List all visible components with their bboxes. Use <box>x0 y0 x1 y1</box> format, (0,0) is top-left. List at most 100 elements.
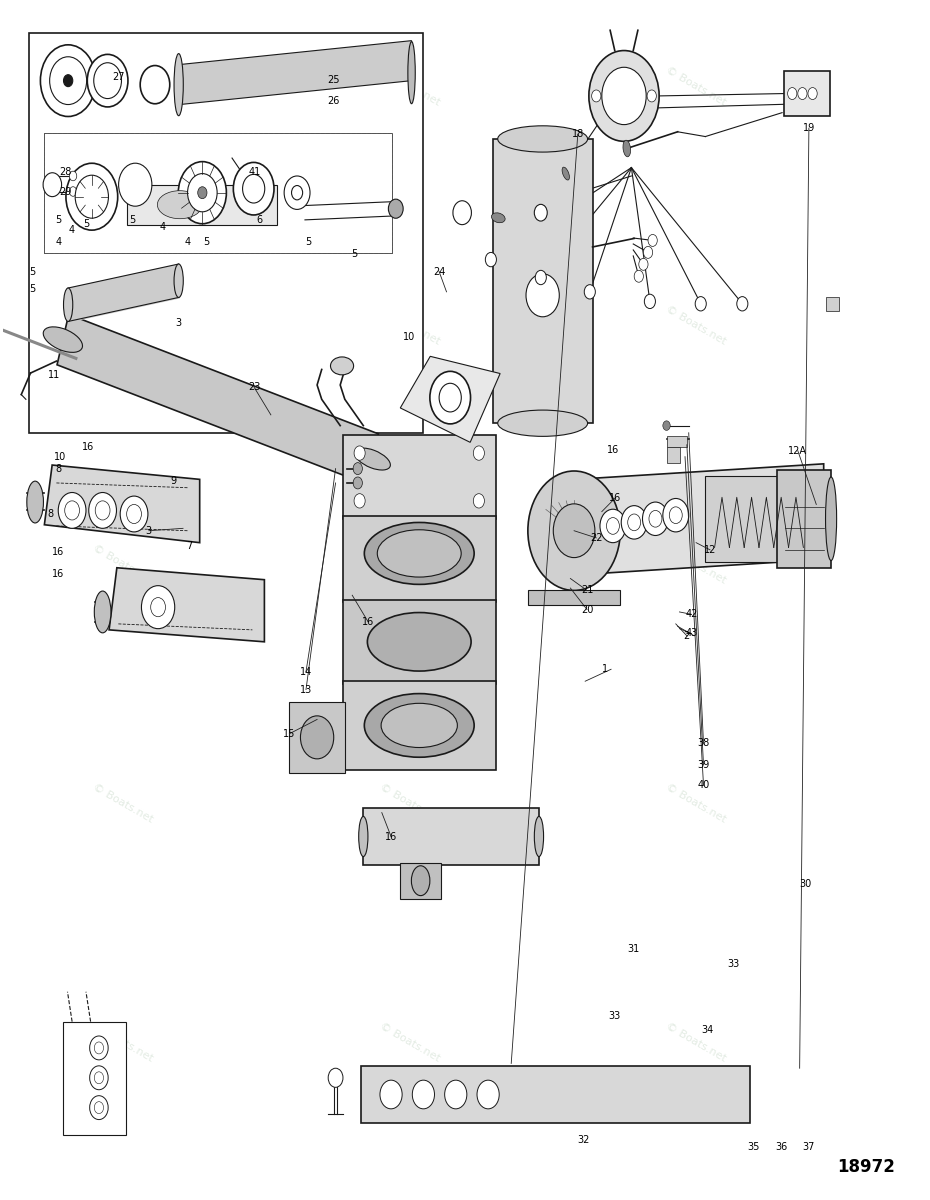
Circle shape <box>66 163 118 230</box>
Ellipse shape <box>354 448 391 470</box>
Text: 15: 15 <box>283 728 296 739</box>
Bar <box>343 682 496 769</box>
Circle shape <box>380 1080 402 1109</box>
Ellipse shape <box>826 476 837 560</box>
Text: 28: 28 <box>60 167 72 178</box>
Text: 25: 25 <box>327 76 340 85</box>
Bar <box>29 32 423 433</box>
Circle shape <box>49 56 86 104</box>
Circle shape <box>389 199 404 218</box>
Circle shape <box>94 62 122 98</box>
Ellipse shape <box>43 326 83 353</box>
Circle shape <box>89 1096 108 1120</box>
Circle shape <box>445 1080 467 1109</box>
Circle shape <box>536 270 546 284</box>
Circle shape <box>670 506 683 523</box>
Polygon shape <box>57 314 379 485</box>
Circle shape <box>591 90 601 102</box>
Text: 16: 16 <box>52 569 64 578</box>
Text: 10: 10 <box>54 451 66 462</box>
Circle shape <box>535 204 547 221</box>
Circle shape <box>65 500 79 520</box>
Circle shape <box>120 496 148 532</box>
Bar <box>127 185 277 224</box>
Text: 29: 29 <box>60 186 72 197</box>
Text: 37: 37 <box>803 1142 815 1152</box>
Circle shape <box>430 371 471 424</box>
Circle shape <box>584 284 595 299</box>
Ellipse shape <box>498 410 588 437</box>
Text: 4: 4 <box>160 222 166 233</box>
Circle shape <box>353 463 363 474</box>
Circle shape <box>644 246 653 258</box>
Circle shape <box>553 504 595 558</box>
Ellipse shape <box>498 126 588 152</box>
Circle shape <box>628 514 641 530</box>
Ellipse shape <box>535 816 543 857</box>
Circle shape <box>70 172 77 181</box>
Ellipse shape <box>157 191 203 218</box>
Circle shape <box>808 88 817 100</box>
Text: 16: 16 <box>385 832 397 841</box>
Bar <box>289 702 345 773</box>
Text: 13: 13 <box>299 684 312 695</box>
Text: 34: 34 <box>701 1025 713 1034</box>
Bar <box>364 808 539 865</box>
Circle shape <box>649 510 662 527</box>
Circle shape <box>600 509 626 542</box>
Text: 5: 5 <box>83 218 89 229</box>
Ellipse shape <box>491 212 505 223</box>
Circle shape <box>233 162 274 215</box>
Text: 4: 4 <box>69 224 75 235</box>
Circle shape <box>696 296 706 311</box>
Polygon shape <box>109 568 264 642</box>
Circle shape <box>291 186 302 200</box>
Ellipse shape <box>365 694 474 757</box>
Ellipse shape <box>411 865 430 895</box>
Bar <box>400 863 441 899</box>
Ellipse shape <box>94 592 111 632</box>
Ellipse shape <box>63 288 73 322</box>
Circle shape <box>477 1080 499 1109</box>
Text: 7: 7 <box>186 541 193 551</box>
Text: 42: 42 <box>685 610 698 619</box>
Text: © Boats.net: © Boats.net <box>378 542 442 586</box>
Text: © Boats.net: © Boats.net <box>664 1021 728 1063</box>
Ellipse shape <box>367 612 472 671</box>
Polygon shape <box>400 356 500 443</box>
Text: 40: 40 <box>698 780 710 790</box>
Text: 18972: 18972 <box>837 1158 895 1176</box>
Text: 5: 5 <box>55 215 61 226</box>
Bar <box>826 296 840 311</box>
Bar <box>343 516 496 602</box>
Text: 3: 3 <box>146 526 152 535</box>
Text: © Boats.net: © Boats.net <box>378 65 442 108</box>
Bar <box>343 600 496 684</box>
Ellipse shape <box>365 522 474 584</box>
Bar <box>528 590 620 605</box>
Bar <box>705 476 812 562</box>
Circle shape <box>354 493 365 508</box>
Circle shape <box>648 234 658 246</box>
Text: 16: 16 <box>606 444 619 455</box>
Text: 5: 5 <box>305 236 311 247</box>
Text: 5: 5 <box>129 215 136 226</box>
Bar <box>343 436 496 518</box>
Circle shape <box>140 66 170 103</box>
Circle shape <box>89 1036 108 1060</box>
Circle shape <box>798 88 807 100</box>
Circle shape <box>198 187 207 199</box>
Polygon shape <box>45 466 200 542</box>
Ellipse shape <box>381 703 458 748</box>
Text: 21: 21 <box>581 586 593 595</box>
Circle shape <box>40 44 96 116</box>
Circle shape <box>412 1080 434 1109</box>
Polygon shape <box>179 41 412 104</box>
Ellipse shape <box>174 264 183 298</box>
Text: 32: 32 <box>578 1135 590 1145</box>
Text: © Boats.net: © Boats.net <box>91 1021 155 1063</box>
Circle shape <box>95 500 110 520</box>
Text: 43: 43 <box>685 629 698 638</box>
Circle shape <box>88 492 116 528</box>
Bar <box>63 1021 126 1135</box>
